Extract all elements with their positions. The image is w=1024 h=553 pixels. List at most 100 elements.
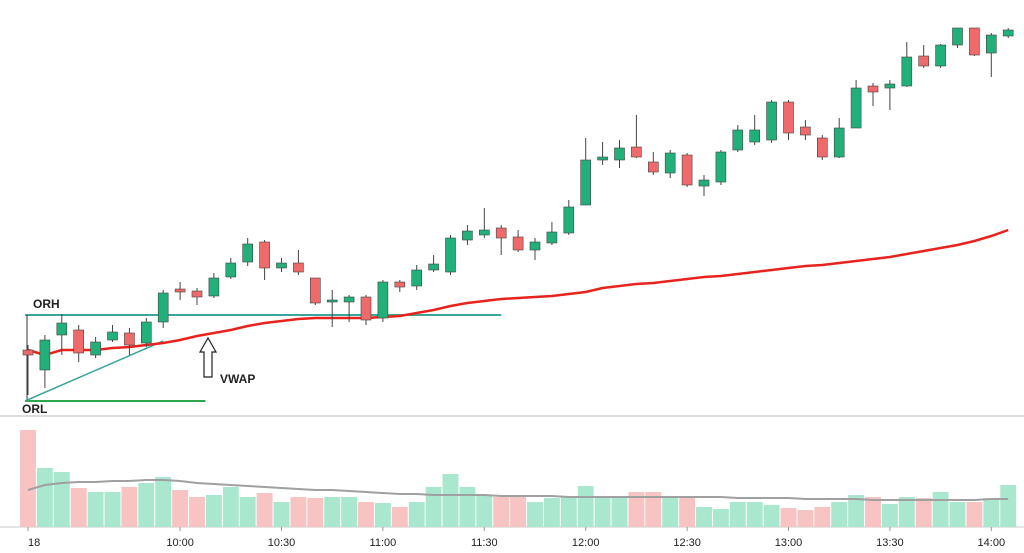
x-tick-label: 13:00 [775,537,803,549]
level-label: ORL [22,402,47,416]
candle-body [563,206,575,234]
volume-bar [645,492,662,527]
volume-bar [459,487,476,527]
volume-bar [527,502,543,527]
volume-bar [1000,485,1017,527]
x-tick-label: 11:00 [370,537,397,549]
volume-bar [374,503,391,527]
candle-body [259,241,270,269]
candle-body [360,296,372,321]
candle-body [631,146,642,158]
volume-bar [848,495,865,527]
volume-bar [543,498,560,527]
volume-bar [881,504,898,527]
volume-bar [865,497,881,527]
candle-body [901,56,913,87]
candle-body [698,179,710,187]
candle-body [664,152,676,174]
volume-bar [696,507,712,527]
volume-bar [341,497,358,527]
volume-bar [831,502,848,527]
volume-ma-line [27,479,1009,501]
candle-body [816,137,828,158]
volume-bar [898,497,915,527]
candle-body [1002,29,1014,37]
volume-bar [780,508,797,527]
volume-bar [712,509,729,527]
candle-body [22,349,34,356]
candle-body [326,299,338,303]
level-label: ORH [33,297,60,311]
volume-bar [256,493,273,527]
x-tick-label: 14:00 [978,537,1006,549]
candle-body [343,296,355,303]
volume-bar [915,498,932,527]
volume-bar [966,502,983,527]
volume-bar [628,492,645,527]
volume-bar [510,497,527,527]
volume-bar [408,502,425,527]
candle-body [225,262,237,278]
volume-bar [611,497,628,527]
volume-bar [20,430,36,527]
candle-body [478,229,490,236]
candle-body [833,127,845,158]
volume-bar [577,486,594,527]
candle-body [157,292,169,323]
volume-bar [222,487,239,527]
volume-bar [121,487,138,527]
volume-bar [746,502,763,527]
candle-body [766,101,777,141]
x-tick-label: 18 [28,537,40,549]
volume-bar [36,468,53,527]
x-tick-label: 13:30 [876,537,904,549]
x-tick-label: 10:30 [268,537,296,549]
volume-bar [476,496,493,527]
candle-body [428,263,439,271]
volume-bar [53,472,70,527]
candle-body [445,237,456,273]
candle-body [783,101,794,134]
volume-bar [797,510,814,527]
candle-body [597,156,608,161]
volume-bar [70,488,87,527]
candle-body [124,332,135,346]
vwap-arrow [198,336,218,378]
candle-body [90,341,101,356]
candle-body [56,322,68,336]
candle-body [276,262,287,269]
volume-bar [763,505,780,527]
volume-bar [493,497,510,527]
candle-body [208,277,220,297]
volume-bar [949,502,966,527]
volume-bar [155,477,172,527]
candle-body [309,277,321,304]
candle-body [174,288,186,293]
candle-body [394,281,406,288]
candle-body [800,126,811,136]
volume-bar [307,498,324,527]
volume-bar [442,474,459,527]
candle-body [546,231,558,244]
volume-bar [594,497,611,527]
x-tick-label: 11:30 [471,537,498,549]
candle-body [749,129,761,143]
candle-body [377,281,389,319]
candle-body [529,241,541,251]
candle-body [850,87,862,129]
candle-body [411,269,423,287]
volume-bar [138,483,155,527]
candle-body [969,27,980,56]
candle-body [867,85,879,93]
volume-bar [104,492,121,527]
candle-body [732,129,744,151]
candle-body [715,151,727,183]
x-tick-label: 10:00 [166,537,194,549]
volume-bar [679,497,696,527]
volume-bar [290,497,307,527]
candle-body [191,290,203,298]
volume-bar [172,490,189,527]
volume-bar [729,502,746,527]
vwap-line [27,228,1009,357]
volume-bar [662,497,679,527]
